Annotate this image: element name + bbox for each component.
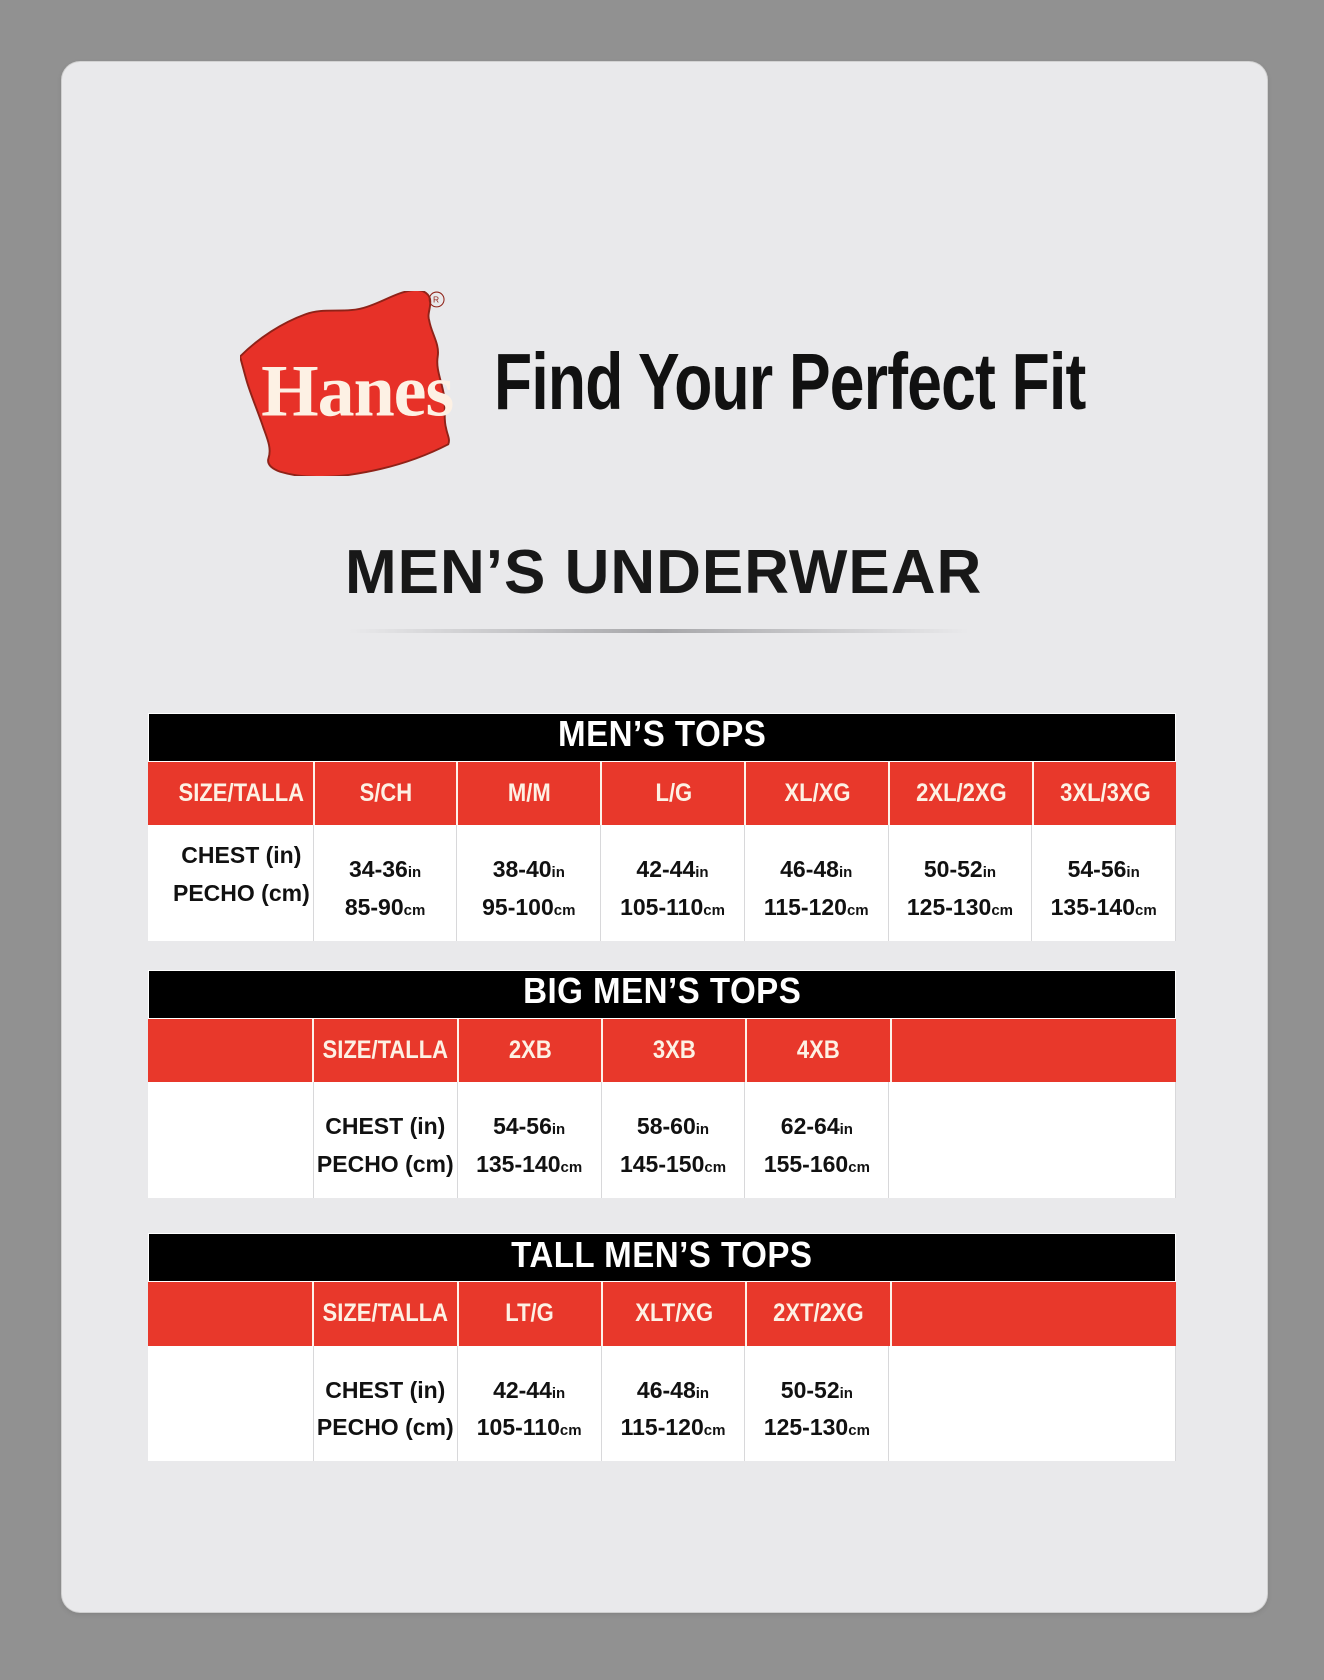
svg-text:Hanes: Hanes [261, 351, 453, 433]
svg-text:R: R [433, 294, 439, 304]
